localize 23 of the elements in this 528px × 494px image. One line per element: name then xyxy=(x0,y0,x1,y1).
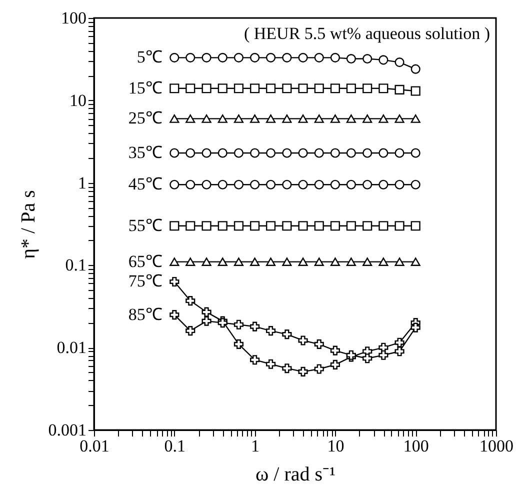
x-tick-label: 10 xyxy=(327,436,344,456)
legend-label: 75℃ xyxy=(128,272,162,291)
legend-label: 55℃ xyxy=(128,216,162,235)
legend-label: 25℃ xyxy=(128,108,162,128)
series-label: 5℃ xyxy=(136,48,162,67)
y-axis-title: η* / Pa s xyxy=(17,190,40,259)
annotation: ( HEUR 5.5 wt% aqueous solution ) xyxy=(244,24,490,43)
legend-label: 65℃ xyxy=(128,252,162,271)
x-tick-label: 0.1 xyxy=(164,436,186,456)
y-tick-label: 0.001 xyxy=(48,420,86,440)
x-tick-label: 100 xyxy=(403,436,429,456)
legend-label: 35℃ xyxy=(128,142,162,162)
legend-label: 45℃ xyxy=(128,174,162,194)
y-tick-label: 0.1 xyxy=(65,256,86,275)
legend-label: 15℃ xyxy=(128,78,162,98)
legend-label: 85℃ xyxy=(128,304,162,324)
y-tick-label: 10 xyxy=(70,90,86,110)
y-tick-label: 1 xyxy=(78,173,86,192)
x-tick-label: 1000 xyxy=(480,436,514,456)
x-tick-label: 1 xyxy=(251,436,260,456)
y-tick-label: 0.01 xyxy=(56,338,86,358)
x-axis-title: ω / rad s⁻¹ xyxy=(255,464,336,486)
y-tick-label: 100 xyxy=(61,8,86,28)
